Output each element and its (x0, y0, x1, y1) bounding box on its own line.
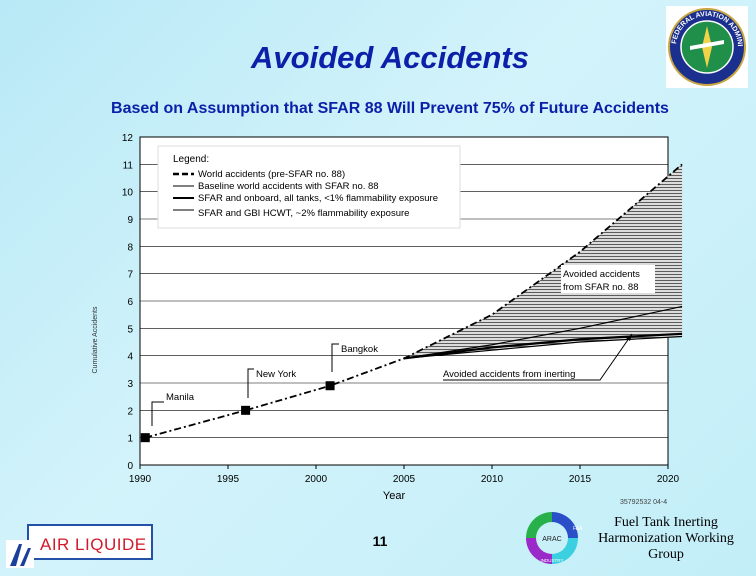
air-liquide-text: AIR LIQUIDE (40, 535, 147, 554)
annotation-inerting: Avoided accidents from inerting (443, 333, 633, 381)
x-tick-label: 2000 (305, 474, 328, 485)
x-tick-label: 1990 (129, 474, 152, 485)
group-line-2: Harmonization Working (598, 531, 734, 546)
y-tick-label: 6 (127, 297, 133, 308)
x-tick-label: 2005 (393, 474, 416, 485)
incident-marker-1 (241, 405, 251, 415)
legend-box (157, 145, 461, 229)
arac-logo: ARAC FAA INDUSTRY (526, 512, 583, 564)
marker-label-newyork-text: New York (256, 369, 296, 380)
series-line-3 (403, 335, 683, 359)
group-line-1: Fuel Tank Inerting (614, 515, 718, 530)
marker-label-newyork: New York (247, 368, 296, 398)
y-tick-label: 4 (127, 352, 133, 363)
x-tick-label: 1995 (217, 474, 240, 485)
y-tick-label: 12 (122, 133, 134, 144)
air-liquide-logo: AIR LIQUIDE (6, 524, 153, 568)
incident-markers (140, 381, 335, 443)
annotation-inerting-text: Avoided accidents from inerting (443, 369, 575, 380)
y-tick-label: 9 (127, 215, 133, 226)
y-tick-label: 0 (127, 461, 133, 472)
legend-item-0: World accidents (pre-SFAR no. 88) (198, 169, 345, 180)
y-tick-label: 8 (127, 242, 133, 253)
x-axis-label: Year (383, 490, 406, 502)
incident-marker-2 (325, 381, 335, 391)
y-tick-label: 7 (127, 270, 133, 281)
y-tick-label: 5 (127, 324, 133, 335)
avoided-area (404, 164, 683, 359)
legend-item-3: SFAR and GBI HCWT, ~2% flammability expo… (198, 208, 409, 219)
legend-title: Legend: (173, 154, 209, 165)
group-name: Fuel Tank Inerting Harmonization Working… (588, 515, 744, 563)
annotation-sfar-line1: Avoided accidents (563, 269, 640, 280)
y-axis-label: Cumulative Accidents (92, 306, 99, 373)
group-line-3: Group (648, 547, 684, 562)
arac-center-text: ARAC (542, 536, 561, 543)
marker-label-manila: Manila (151, 392, 195, 426)
legend: Legend: World accidents (pre-SFAR no. 88… (157, 145, 461, 229)
page-number: 11 (372, 533, 388, 549)
arac-top-text: FAA (573, 526, 583, 532)
annotation-sfar-line2: from SFAR no. 88 (563, 282, 639, 293)
arac-bottom-text: INDUSTRY (541, 558, 564, 563)
x-tick-label: 2020 (657, 474, 680, 485)
y-tick-label: 10 (122, 188, 134, 199)
x-tick-label: 2015 (569, 474, 592, 485)
annotation-sfar: Avoided accidents from SFAR no. 88 (561, 265, 655, 293)
incident-marker-0 (140, 433, 150, 443)
y-tick-label: 11 (123, 160, 134, 171)
faa-seal-logo: FEDERAL AVIATION ADMINISTRATION (666, 6, 748, 88)
legend-item-2: SFAR and onboard, all tanks, <1% flammab… (198, 193, 438, 204)
marker-label-manila-text: Manila (166, 392, 195, 403)
y-tick-label: 2 (127, 406, 133, 417)
series-line-1 (403, 305, 683, 359)
avoided-area-fill (404, 164, 683, 359)
marker-label-bangkok: Bangkok (331, 343, 378, 372)
y-tick-label: 3 (127, 379, 133, 390)
marker-label-bangkok-text: Bangkok (341, 344, 378, 355)
y-tick-label: 1 (127, 434, 133, 445)
doc-code: 35792532 04-4 (620, 499, 667, 506)
slide-title: Avoided Accidents (251, 40, 529, 75)
x-tick-label: 2010 (481, 474, 504, 485)
legend-item-1: Baseline world accidents with SFAR no. 8… (198, 181, 379, 192)
slide-subtitle: Based on Assumption that SFAR 88 Will Pr… (111, 100, 669, 117)
